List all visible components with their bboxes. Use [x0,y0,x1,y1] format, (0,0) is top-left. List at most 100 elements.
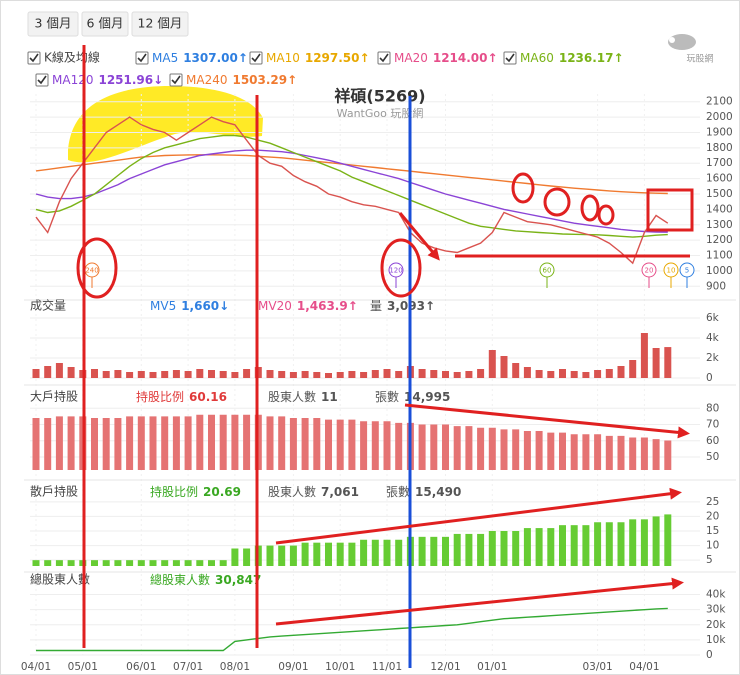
ma-marker-label: 240 [85,267,98,275]
bar [371,421,379,470]
bar [488,350,496,378]
tab[interactable]: 3 個月 [27,11,79,37]
bar [512,363,520,378]
stat-value: 14,995 [404,390,450,404]
bar [266,370,274,378]
ma-marker-label: 5 [685,267,689,275]
checkmark[interactable] [505,53,515,63]
stat: 股東人數 7,061 [268,485,359,499]
bar [442,536,449,566]
y-tick-label: 1000 [706,265,733,277]
bar [325,542,332,566]
red-circle [580,194,600,222]
tab-label[interactable]: 3 個月 [35,16,72,31]
x-tick-label: 11/01 [372,661,402,673]
y-tick-label: 25 [706,496,719,508]
bar [512,531,520,566]
x-tick-label: 03/01 [582,661,612,673]
bar [137,560,145,566]
checkmark[interactable] [379,53,389,63]
checkbox[interactable] [35,73,49,87]
stat-name: MA5 [152,51,178,65]
highlight [68,86,263,163]
stat: MA10 1297.50↑ [266,51,370,65]
y-tick-label: 4k [706,332,720,344]
bar [289,418,297,470]
y-tick-label: 20 [706,510,719,522]
tab-button[interactable] [27,11,79,37]
bar [184,371,192,378]
bar [594,434,602,470]
bar [383,421,391,470]
bar [137,371,145,378]
stat: 量3,093↑ [370,299,435,313]
y-tick-label: 2100 [706,96,733,108]
bar [243,414,251,470]
stat-value: 1,463.9↑ [297,299,358,313]
stat-name: 量 [370,299,382,313]
bar [67,560,75,566]
bar [547,371,555,378]
ma-marker-label: 20 [645,267,654,275]
bar [184,560,192,566]
bar [652,439,660,470]
bar [512,429,520,470]
checkmark[interactable] [251,53,261,63]
x-tick-label: 09/01 [278,661,308,673]
stat: 持股比例 60.16 [136,389,227,404]
chart-title: 祥碩(5269) [334,87,425,106]
checkbox[interactable] [503,51,517,65]
checkbox[interactable] [135,51,149,65]
tab-button[interactable] [81,11,129,37]
stat-name: MA120 [52,73,93,87]
bar [114,370,122,378]
tab-label[interactable]: 6 個月 [87,16,124,31]
checkmark[interactable] [29,53,39,63]
bar [652,516,660,566]
stat-value: 15,490 [415,485,461,499]
bar [278,371,286,378]
annotation-layer [76,45,694,668]
bar [559,369,566,378]
checkmark[interactable] [171,75,181,85]
stat-name: MA20 [394,51,428,65]
line [35,154,668,195]
checkbox[interactable] [169,73,183,87]
checkbox[interactable] [27,51,41,65]
tab-button[interactable] [131,11,189,37]
bar [196,369,204,378]
red-arrow [275,577,684,626]
stat-value: 11 [321,390,338,404]
bar [278,545,286,566]
ma-marker [679,262,695,278]
stat-name: 持股比例 [150,484,198,499]
stat-value: 1251.96↓ [98,73,163,87]
stat: MA240 1503.29↑ [186,73,297,87]
bar [535,370,543,378]
red-arrow [275,487,682,545]
bar [383,539,391,566]
bar [371,539,379,566]
checkmark[interactable] [137,53,147,63]
ma-marker-label: 60 [543,267,552,275]
y-tick-label: 2k [706,352,720,364]
y-tick-label: 2000 [706,111,733,123]
bar [477,427,485,470]
logo: 玩股網 [668,34,714,65]
checkbox[interactable] [377,51,391,65]
stat-name: 股東人數 [268,390,316,404]
bar [360,421,368,470]
stat: 股東人數 11 [268,390,338,404]
y-tick-label: 1900 [706,126,733,138]
tab-label[interactable]: 12 個月 [138,16,183,31]
checkmark[interactable] [37,75,47,85]
stat: MV20 1,463.9↑ [258,299,358,313]
red-circle [380,238,422,298]
bar [172,416,180,470]
tab[interactable]: 6 個月 [81,11,129,37]
chart-subtitle: WantGoo 玩股網 [337,106,424,120]
tab[interactable]: 12 個月 [131,11,189,37]
bar [289,372,297,378]
checkbox[interactable] [249,51,263,65]
